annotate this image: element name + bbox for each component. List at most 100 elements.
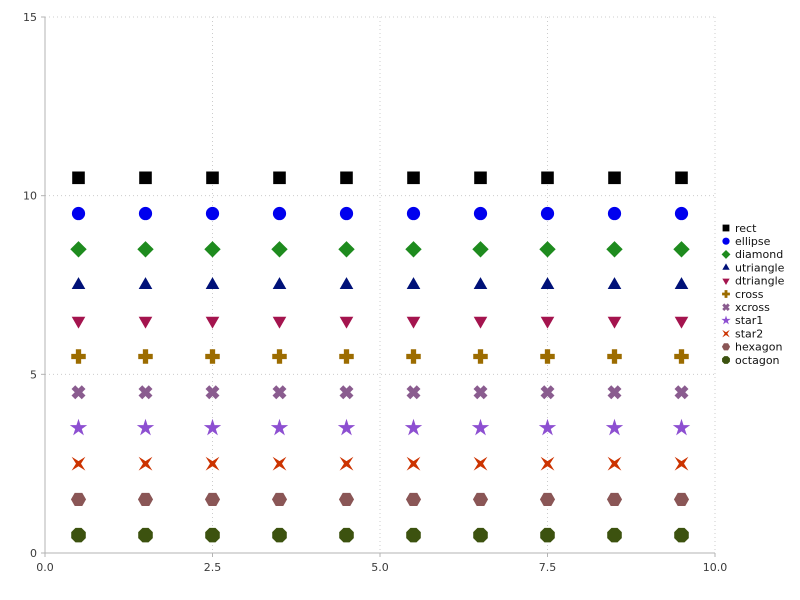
scatter-marker-diamond (70, 241, 87, 258)
y-tick-label: 5 (30, 368, 37, 381)
scatter-marker-xcross (473, 385, 488, 400)
scatter-marker-ellipse (473, 206, 488, 221)
legend-item-cross: cross (722, 288, 764, 301)
scatter-marker-star1 (270, 418, 289, 436)
scatter-marker-diamond (539, 241, 556, 258)
scatter-marker-hexagon (271, 492, 288, 506)
legend-item-star1: star1 (721, 314, 763, 327)
scatter-marker-xcross (339, 385, 354, 400)
scatter-marker-xcross (674, 385, 689, 400)
scatter-marker-ellipse (205, 206, 220, 221)
scatter-marker-hexagon (405, 492, 422, 506)
scatter-marker-cross (406, 349, 421, 364)
scatter-marker-cross (607, 349, 622, 364)
scatter-marker-rect (407, 171, 420, 185)
scatter-marker-hexagon (472, 492, 489, 506)
scatter-marker-dtriangle (406, 316, 421, 329)
scatter-marker-diamond (338, 241, 355, 258)
scatter-marker-star2 (339, 456, 354, 471)
legend-item-dtriangle: dtriangle (722, 275, 785, 288)
scatter-marker-star2 (138, 456, 153, 471)
scatter-marker-utriangle (540, 277, 555, 289)
legend-label: diamond (735, 248, 783, 261)
legend-marker-xcross (722, 303, 730, 311)
scatter-marker-octagon (473, 527, 488, 543)
legend-item-utriangle: utriangle (722, 261, 785, 274)
legend-item-star2: star2 (722, 327, 763, 340)
scatter-marker-utriangle (205, 277, 220, 289)
legend-marker-utriangle (722, 263, 730, 270)
scatter-marker-diamond (472, 241, 489, 258)
scatter-marker-hexagon (673, 492, 690, 506)
legend-label: xcross (735, 301, 770, 314)
scatter-marker-diamond (204, 241, 221, 258)
scatter-marker-utriangle (473, 277, 488, 289)
scatter-marker-xcross (138, 385, 153, 400)
scatter-marker-octagon (71, 527, 86, 543)
scatter-marker-diamond (673, 241, 690, 258)
scatter-marker-rect (340, 171, 353, 185)
scatter-marker-rect (608, 171, 621, 185)
scatter-marker-utriangle (339, 277, 354, 289)
scatter-marker-ellipse (71, 206, 86, 221)
legend-item-rect: rect (722, 222, 757, 235)
legend-label: dtriangle (735, 275, 785, 288)
scatter-marker-utriangle (674, 277, 689, 289)
x-tick-label: 0.0 (36, 561, 54, 574)
scatter-marker-octagon (138, 527, 153, 543)
scatter-marker-star2 (674, 456, 689, 471)
scatter-marker-utriangle (138, 277, 153, 289)
x-tick-label: 7.5 (539, 561, 557, 574)
scatter-marker-star2 (406, 456, 421, 471)
scatter-marker-ellipse (406, 206, 421, 221)
scatter-marker-star1 (203, 418, 222, 436)
scatter-marker-rect (675, 171, 688, 185)
legend-label: cross (735, 288, 764, 301)
scatter-marker-xcross (406, 385, 421, 400)
scatter-marker-star2 (540, 456, 555, 471)
scatter-marker-hexagon (539, 492, 556, 506)
scatter-marker-cross (272, 349, 287, 364)
scatter-marker-hexagon (70, 492, 87, 506)
scatter-marker-dtriangle (138, 316, 153, 329)
y-tick-label: 15 (23, 11, 37, 24)
x-tick-label: 5.0 (371, 561, 389, 574)
scatter-marker-dtriangle (71, 316, 86, 329)
legend-marker-ellipse (722, 237, 730, 245)
legend-label: octagon (735, 354, 780, 367)
scatter-marker-rect (474, 171, 487, 185)
scatter-marker-dtriangle (272, 316, 287, 329)
scatter-marker-octagon (674, 527, 689, 543)
scatter-marker-hexagon (204, 492, 221, 506)
scatter-marker-star1 (672, 418, 691, 436)
scatter-marker-diamond (137, 241, 154, 258)
scatter-marker-utriangle (71, 277, 86, 289)
scatter-marker-octagon (540, 527, 555, 543)
scatter-marker-dtriangle (205, 316, 220, 329)
scatter-marker-xcross (272, 385, 287, 400)
scatter-marker-utriangle (272, 277, 287, 289)
legend-item-hexagon: hexagon (721, 341, 783, 354)
scatter-marker-hexagon (338, 492, 355, 506)
scatter-marker-cross (138, 349, 153, 364)
legend-marker-cross (722, 290, 730, 298)
scatter-marker-cross (540, 349, 555, 364)
scatter-marker-rect (206, 171, 219, 185)
scatter-marker-dtriangle (339, 316, 354, 329)
legend-marker-hexagon (721, 343, 731, 351)
scatter-marker-star2 (71, 456, 86, 471)
scatter-marker-ellipse (138, 206, 153, 221)
legend-item-diamond: diamond (721, 248, 783, 261)
scatter-marker-star1 (605, 418, 624, 436)
scatter-marker-utriangle (406, 277, 421, 289)
scatter-marker-star2 (607, 456, 622, 471)
scatter-marker-diamond (271, 241, 288, 258)
scatter-marker-xcross (71, 385, 86, 400)
legend-item-ellipse: ellipse (722, 235, 771, 248)
scatter-marker-octagon (272, 527, 287, 543)
scatter-marker-star1 (337, 418, 356, 436)
scatter-marker-octagon (406, 527, 421, 543)
scatter-marker-rect (541, 171, 554, 185)
scatter-marker-dtriangle (674, 316, 689, 329)
scatter-marker-rect (72, 171, 85, 185)
